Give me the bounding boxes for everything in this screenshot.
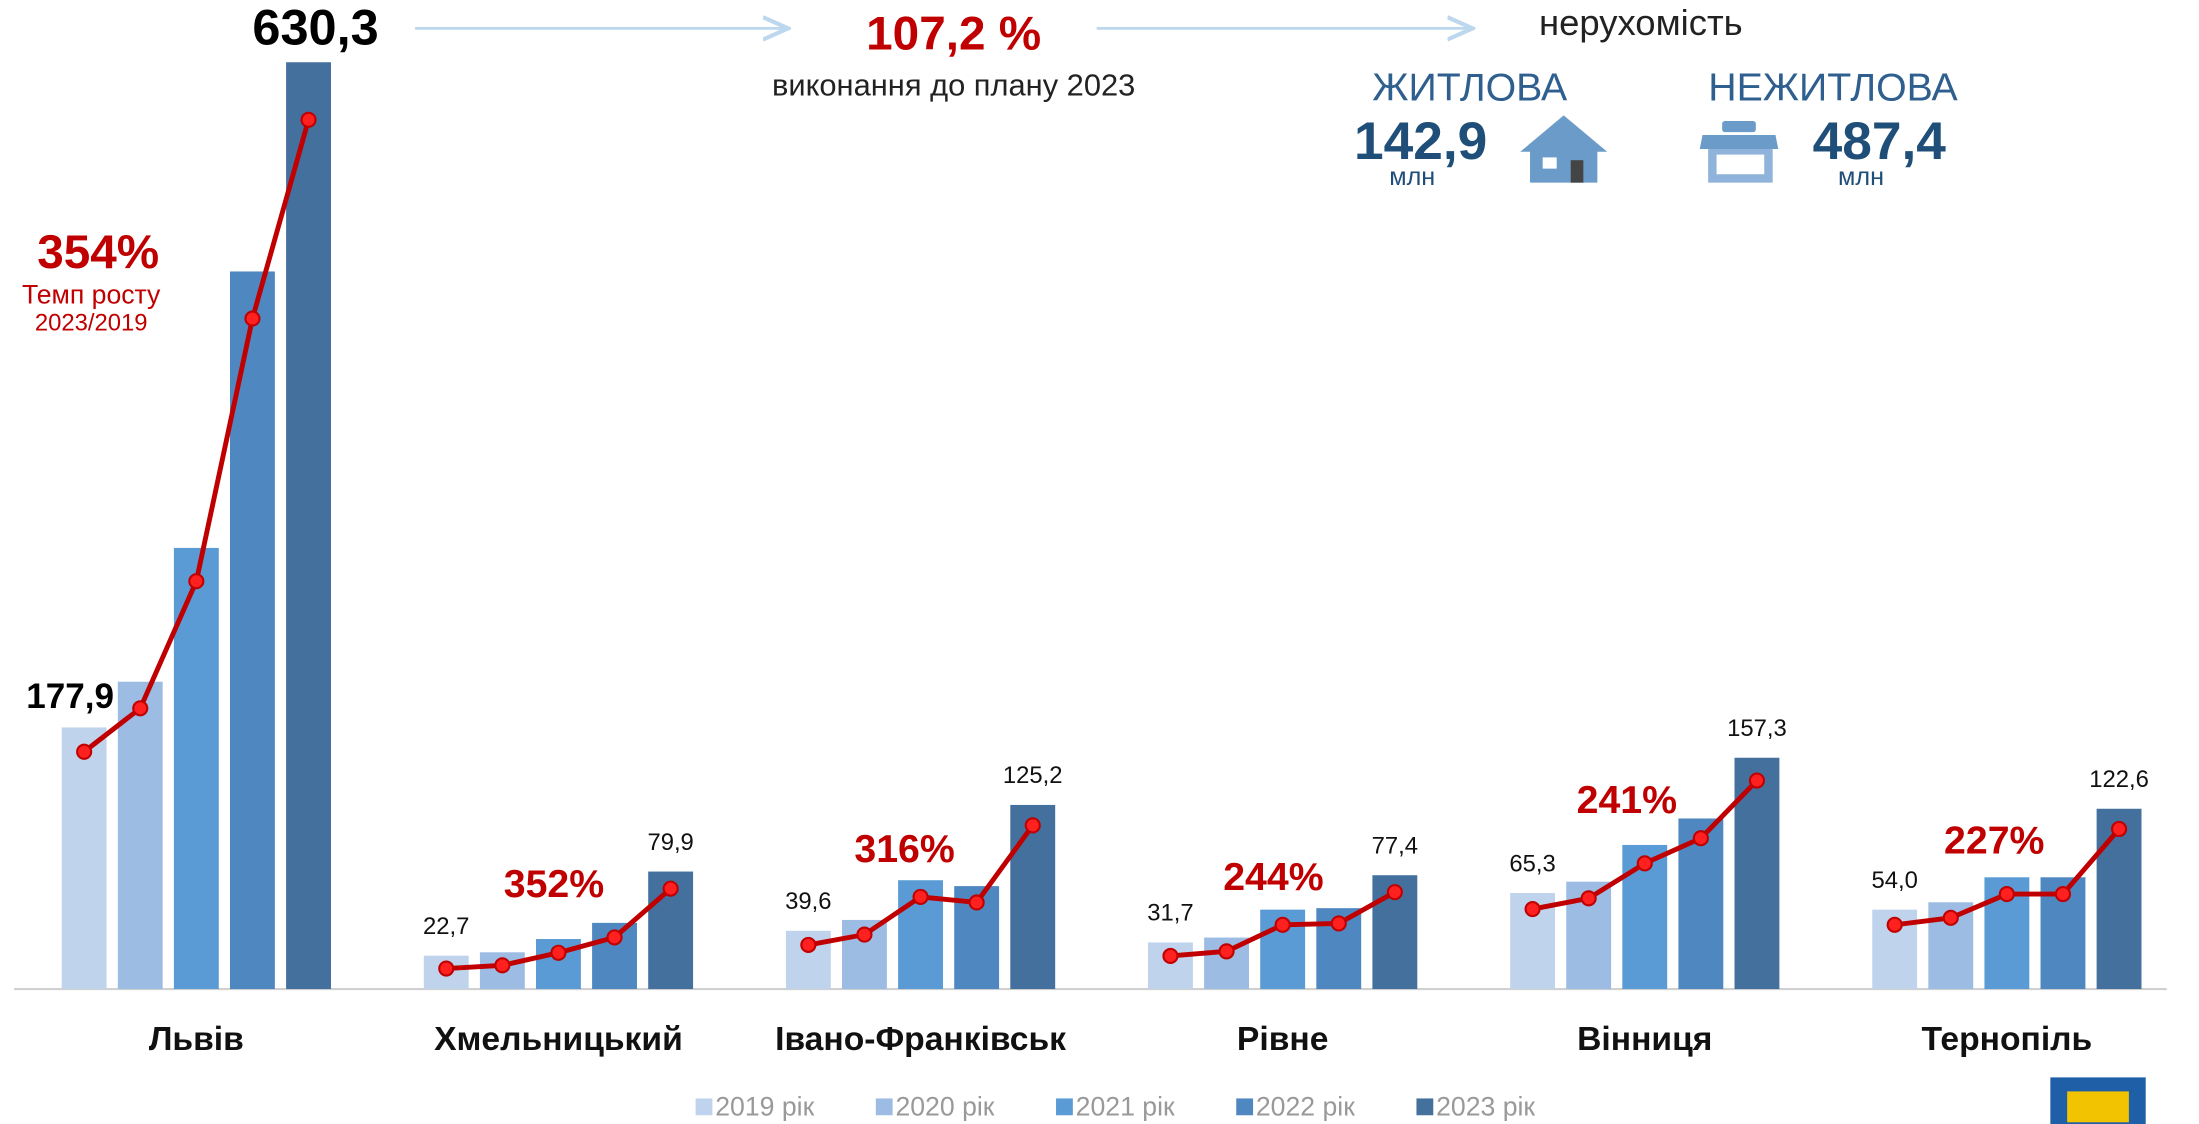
growth-point — [1024, 817, 1041, 834]
legend-swatch — [1416, 1098, 1434, 1116]
value-label: 65,3 — [1509, 850, 1555, 877]
growth-point — [1218, 943, 1235, 960]
x-tick-label: Рівне — [1237, 1021, 1329, 1058]
growth-label: 352% — [504, 862, 604, 906]
value-label: 54,0 — [1871, 867, 1917, 894]
bar — [173, 547, 219, 990]
legend-label: 2023 рік — [1436, 1091, 1535, 1121]
bar — [117, 681, 163, 990]
bar — [2096, 808, 2142, 990]
property-title: нерухомість — [1539, 2, 1743, 43]
residential-label: ЖИТЛОВА — [1372, 65, 1568, 109]
growth-point — [1748, 772, 1766, 789]
value-label: 125,2 — [1003, 762, 1063, 789]
growth-label: 227% — [1944, 819, 2044, 863]
growth-point — [1636, 855, 1653, 872]
growth-caption: 2023/2019 — [35, 310, 148, 337]
legend-label: 2021 рік — [1076, 1091, 1175, 1121]
growth-point — [1524, 900, 1541, 918]
value-label: 22,7 — [423, 913, 469, 940]
x-tick-label: Хмельницький — [434, 1021, 683, 1058]
growth-label: 316% — [854, 827, 954, 871]
growth-point — [800, 936, 817, 954]
growth-point — [1692, 830, 1709, 847]
nonresidential-label: НЕЖИТЛОВА — [1708, 65, 1958, 109]
legend-swatch — [1056, 1098, 1073, 1116]
nonresidential-unit: млн — [1838, 163, 1884, 191]
growth-caption: Темп росту — [22, 279, 161, 309]
legend-swatch — [875, 1098, 893, 1116]
logo — [2050, 1077, 2146, 1124]
growth-point — [912, 888, 929, 905]
bar — [286, 62, 331, 990]
growth-point — [1330, 915, 1347, 932]
residential-unit: млн — [1389, 163, 1435, 191]
value-label: 79,9 — [647, 829, 693, 856]
growth-label: 354% — [37, 226, 159, 279]
legend-label: 2020 рік — [895, 1091, 994, 1121]
plan-value: 107,2 % — [866, 7, 1041, 60]
x-tick-label: Вінниця — [1577, 1021, 1712, 1058]
growth-point — [438, 960, 455, 977]
legend-label: 2019 рік — [715, 1091, 814, 1121]
growth-label: 244% — [1223, 855, 1323, 899]
growth-point — [968, 894, 985, 911]
growth-point — [1942, 909, 1959, 926]
bar — [229, 271, 275, 990]
growth-point — [1886, 916, 1903, 933]
growth-point — [1580, 890, 1597, 907]
growth-point — [1386, 884, 1403, 901]
growth-point — [494, 957, 511, 974]
bar — [1010, 804, 1056, 990]
growth-point — [2054, 886, 2072, 903]
growth-point — [856, 926, 873, 943]
legend-swatch — [695, 1098, 713, 1116]
growth-label: 241% — [1577, 778, 1677, 822]
shop-icon — [1699, 120, 1779, 183]
growth-point — [662, 880, 679, 897]
house-icon — [1520, 115, 1608, 183]
value-label: 31,7 — [1147, 900, 1193, 927]
bar — [61, 727, 107, 990]
growth-point — [76, 743, 93, 760]
value-label: 630,3 — [252, 0, 378, 56]
value-label: 177,9 — [26, 677, 114, 716]
value-label: 77,4 — [1372, 832, 1418, 859]
growth-point — [300, 111, 317, 128]
value-label: 39,6 — [785, 888, 831, 915]
legend-label: 2022 рік — [1256, 1091, 1355, 1121]
x-tick-label: Львів — [149, 1021, 244, 1058]
growth-point — [1162, 947, 1179, 965]
growth-point — [1274, 916, 1291, 933]
growth-point — [606, 929, 623, 946]
growth-point — [2110, 820, 2128, 838]
x-tick-label: Тернопіль — [1922, 1021, 2093, 1058]
value-label: 157,3 — [1727, 715, 1787, 742]
bar — [1734, 757, 1780, 990]
growth-point — [188, 573, 205, 590]
nonresidential-value: 487,4 — [1813, 112, 1947, 171]
plan-caption: виконання до плану 2023 — [772, 67, 1135, 102]
legend-swatch — [1236, 1098, 1254, 1116]
x-tick-label: Івано-Франківськ — [775, 1021, 1066, 1058]
value-label: 122,6 — [2089, 766, 2149, 793]
residential-value: 142,9 — [1354, 112, 1487, 171]
growth-point — [550, 944, 567, 961]
growth-point — [1998, 886, 2015, 903]
growth-point — [132, 700, 149, 717]
growth-point — [244, 310, 261, 327]
